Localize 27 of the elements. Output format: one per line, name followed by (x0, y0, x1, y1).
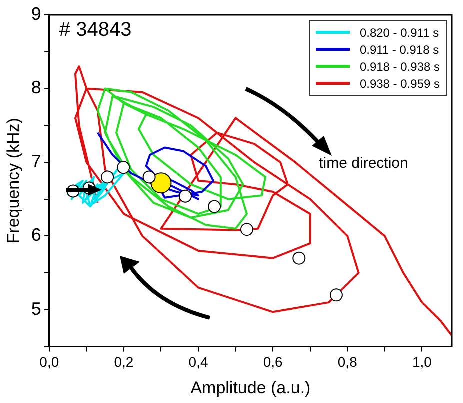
y-tick-label: 6 (31, 225, 42, 246)
point (117, 161, 130, 174)
annotation: time direction (319, 155, 408, 172)
x-tick-label: 0,6 (263, 354, 284, 370)
x-tick-label: 1,0 (412, 354, 432, 370)
x-tick-label: 0,0 (40, 354, 60, 370)
point (330, 288, 343, 302)
point (142, 170, 156, 184)
point (240, 223, 254, 236)
legend-label: 0.820 - 0.911 s (360, 26, 440, 40)
point (178, 190, 192, 203)
x-tick-label: 0,8 (338, 354, 358, 370)
point (208, 200, 222, 214)
legend-label: 0.911 - 0.918 s (360, 42, 440, 56)
y-axis-title: Frequency (kHz) (4, 118, 23, 244)
legend-label: 0.938 - 0.959 s (360, 76, 440, 90)
x-tick-label: 0,4 (188, 354, 208, 370)
point (101, 170, 114, 184)
y-tick-label: 8 (31, 78, 42, 98)
point (150, 172, 172, 194)
y-tick-label: 5 (31, 298, 42, 319)
x-axis-title: Amplitude (a.u.) (190, 378, 311, 398)
annotation: # 34843 (59, 19, 132, 42)
y-tick-label: 9 (31, 4, 42, 24)
legend-label: 0.918 - 0.938 s (360, 60, 440, 74)
y-tick-label: 7 (31, 151, 42, 172)
x-tick-label: 0,2 (114, 354, 134, 370)
